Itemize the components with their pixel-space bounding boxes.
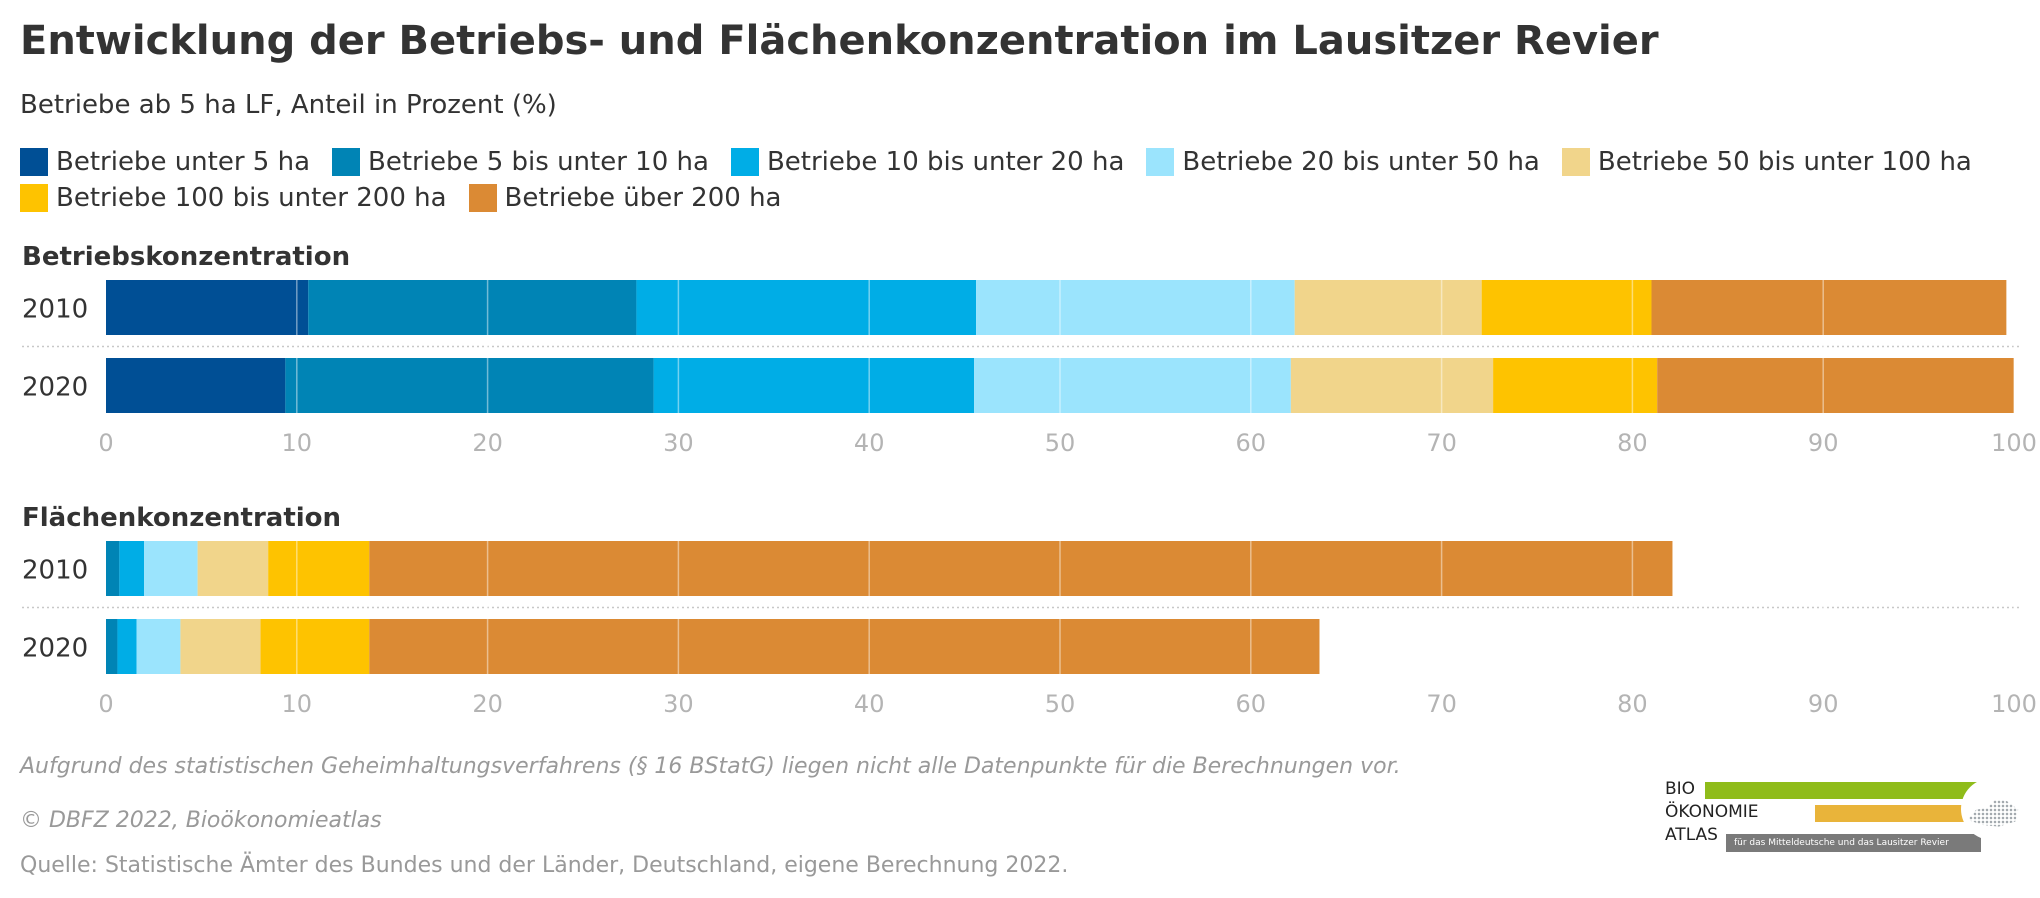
legend: Betriebe unter 5 ha Betriebe 5 bis unter … — [20, 144, 2010, 216]
bar-segment — [636, 280, 977, 335]
bar-segment — [369, 619, 1320, 674]
legend-label: Betriebe 5 bis unter 10 ha — [368, 147, 709, 177]
category-label: 2020 — [22, 634, 88, 664]
bar-segment — [260, 619, 370, 674]
legend-item: Betriebe 20 bis unter 50 ha — [1146, 144, 1540, 180]
bar-segment — [1294, 280, 1482, 335]
logo-tagline: für das Mitteldeutsche und das Lausitzer… — [1726, 834, 1981, 852]
bar-segment — [268, 541, 370, 596]
x-tick-label: 70 — [1426, 690, 1457, 718]
logo-word-bio: BIO — [1665, 779, 1696, 799]
bar-segment — [106, 619, 118, 674]
x-tick-label: 40 — [854, 690, 885, 718]
bar-segment — [1651, 280, 2007, 335]
bar-segment — [136, 619, 181, 674]
bioeconomy-atlas-logo: BIO ÖKONOMIE ATLAS für das Mitteldeutsch… — [1665, 778, 2025, 858]
x-tick-label: 60 — [1236, 429, 1267, 457]
legend-row: Betriebe unter 5 ha Betriebe 5 bis unter … — [20, 144, 2010, 180]
bar-segment — [106, 358, 286, 413]
bar-segment — [974, 358, 1291, 413]
section-title-betriebskonzentration: Betriebskonzentration — [22, 242, 351, 272]
legend-swatch — [332, 148, 361, 176]
x-tick-label: 100 — [1991, 429, 2037, 457]
x-tick-label: 90 — [1808, 429, 1839, 457]
legend-swatch — [20, 184, 48, 212]
legend-label: Betriebe 50 bis unter 100 ha — [1597, 147, 1972, 177]
legend-swatch — [468, 184, 497, 212]
bar-segment — [180, 619, 261, 674]
flaechenkonzentration-chart: 2010 2020 0 10 20 30 40 50 60 70 80 90 100 — [22, 541, 2037, 718]
logo-word-atlas: ATLAS — [1665, 825, 1718, 845]
legend-label: Betriebe 100 bis unter 200 ha — [56, 183, 447, 213]
legend-item: Betriebe 50 bis unter 100 ha — [1561, 144, 1972, 180]
x-tick-label: 0 — [98, 429, 113, 457]
x-tick-label: 10 — [282, 429, 313, 457]
legend-item: Betriebe unter 5 ha — [20, 144, 310, 180]
x-tick-label: 30 — [663, 690, 694, 718]
legend-swatch — [730, 148, 759, 176]
x-tick-label: 80 — [1617, 690, 1648, 718]
bar-segment — [653, 358, 975, 413]
logo-word-oekonomie: ÖKONOMIE — [1665, 802, 1759, 822]
bar-segment — [106, 280, 309, 335]
legend-label: Betriebe unter 5 ha — [56, 147, 311, 177]
x-tick-label: 100 — [1991, 690, 2037, 718]
x-tick-label: 70 — [1426, 429, 1457, 457]
bar-segment — [1493, 358, 1658, 413]
chart-title: Entwicklung der Betriebs- und Flächenkon… — [20, 18, 1659, 64]
bar-segment — [117, 619, 137, 674]
category-label: 2010 — [22, 556, 88, 586]
legend-item: Betriebe über 200 ha — [468, 180, 782, 216]
x-tick-label: 30 — [663, 429, 694, 457]
bar-segment — [976, 280, 1295, 335]
x-tick-label: 10 — [282, 690, 313, 718]
bar-segment — [1481, 280, 1652, 335]
x-tick-label: 20 — [472, 429, 503, 457]
legend-item: Betriebe 5 bis unter 10 ha — [332, 144, 709, 180]
bar-segment — [308, 280, 637, 335]
x-tick-label: 40 — [854, 429, 885, 457]
logo-green-bar — [1705, 782, 1980, 799]
legend-swatch — [1146, 148, 1175, 176]
legend-label: Betriebe über 200 ha — [504, 183, 782, 213]
chart-subtitle: Betriebe ab 5 ha LF, Anteil in Prozent (… — [20, 90, 557, 120]
bar-segment — [144, 541, 198, 596]
x-tick-label: 60 — [1236, 690, 1267, 718]
footnote: Aufgrund des statistischen Geheimhaltung… — [20, 754, 1401, 779]
logo-yellow-bar — [1815, 805, 1980, 822]
x-tick-label: 50 — [1045, 690, 1076, 718]
bar-segment — [119, 541, 145, 596]
category-label: 2010 — [22, 295, 88, 325]
bar-segment — [1290, 358, 1494, 413]
betriebskonzentration-chart: 2010 2020 0 10 20 30 40 50 60 70 80 90 100 — [22, 280, 2037, 457]
legend-item: Betriebe 100 bis unter 200 ha — [20, 180, 447, 216]
legend-row: Betriebe 100 bis unter 200 ha Betriebe üb… — [20, 180, 2010, 216]
source-note: Quelle: Statistische Ämter des Bundes un… — [20, 853, 1069, 878]
category-label: 2020 — [22, 373, 88, 403]
x-tick-label: 20 — [472, 690, 503, 718]
legend-item: Betriebe 10 bis unter 20 ha — [730, 144, 1125, 180]
x-tick-label: 90 — [1808, 690, 1839, 718]
section-title-flaechenkonzentration: Flächenkonzentration — [22, 503, 342, 533]
bar-segment — [197, 541, 269, 596]
bar-segment — [285, 358, 654, 413]
x-tick-label: 80 — [1617, 429, 1648, 457]
legend-label: Betriebe 10 bis unter 20 ha — [766, 147, 1125, 177]
bar-segment — [106, 541, 120, 596]
copyright: © DBFZ 2022, Bioökonomieatlas — [20, 808, 382, 833]
legend-swatch — [20, 148, 48, 176]
bar-segment — [369, 541, 1673, 596]
bar-segment — [1657, 358, 2014, 413]
legend-swatch — [1561, 148, 1590, 176]
x-tick-label: 50 — [1045, 429, 1076, 457]
legend-label: Betriebe 20 bis unter 50 ha — [1182, 147, 1540, 177]
x-tick-label: 0 — [98, 690, 113, 718]
